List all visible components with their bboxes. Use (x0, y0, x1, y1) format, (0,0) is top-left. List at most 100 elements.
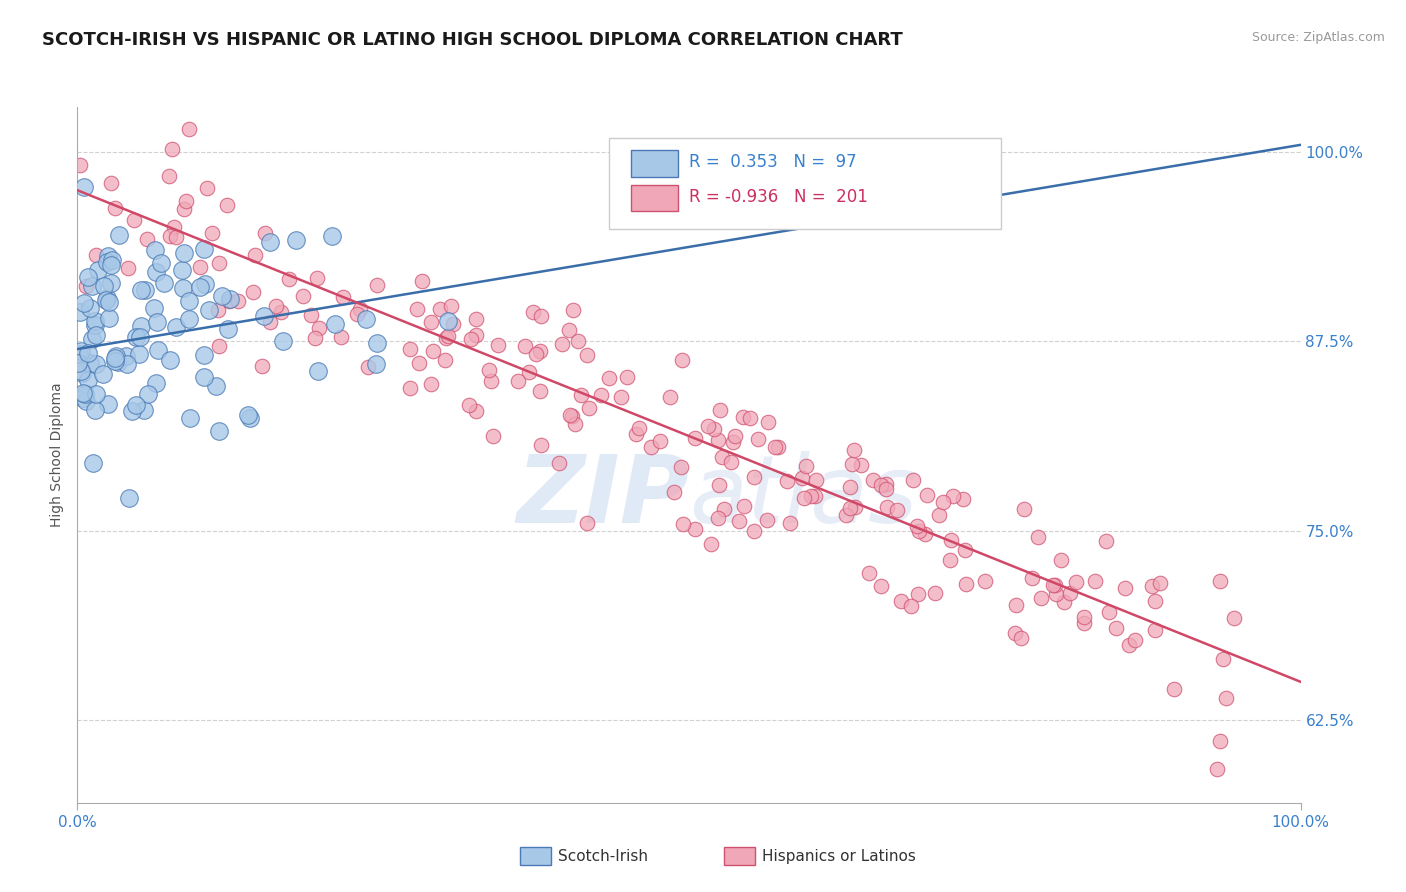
Point (460, 332, 482, 346)
Point (707, 433, 730, 447)
Point (146, 315, 169, 329)
Point (738, 410, 761, 425)
Point (91, 367, 114, 381)
Point (683, 522, 706, 536)
Point (77, 374, 100, 388)
Point (208, 425, 231, 439)
Point (522, 304, 544, 318)
Point (69, 305, 91, 319)
Point (685, 430, 707, 444)
Point (292, 288, 315, 302)
Point (195, 181, 218, 195)
Point (253, 226, 276, 240)
Point (1042, 578, 1064, 592)
Point (1029, 591, 1052, 605)
Point (165, 320, 187, 334)
Point (696, 419, 718, 434)
Point (100, 253, 122, 268)
Point (900, 599, 922, 614)
Point (80, 278, 103, 293)
Point (134, 403, 156, 417)
Point (366, 278, 388, 293)
Point (79, 301, 101, 315)
FancyBboxPatch shape (609, 138, 1001, 229)
Point (437, 314, 460, 328)
Point (578, 401, 600, 415)
Point (794, 458, 817, 473)
Point (721, 434, 744, 449)
Point (107, 355, 129, 369)
Point (876, 500, 898, 514)
Point (800, 489, 823, 503)
Point (841, 458, 863, 472)
Point (529, 384, 551, 399)
Point (172, 263, 194, 277)
Point (779, 516, 801, 530)
Point (194, 277, 217, 292)
Point (188, 280, 211, 294)
Point (115, 357, 138, 371)
Point (84, 328, 107, 343)
Point (419, 376, 441, 391)
Point (72, 367, 94, 381)
Text: SCOTCH-IRISH VS HISPANIC OR LATINO HIGH SCHOOL DIPLOMA CORRELATION CHART: SCOTCH-IRISH VS HISPANIC OR LATINO HIGH … (42, 31, 903, 49)
Point (226, 294, 249, 309)
Point (77, 270, 100, 285)
Point (1026, 530, 1049, 544)
Point (441, 317, 464, 331)
Point (890, 594, 912, 608)
Point (278, 272, 301, 286)
Point (143, 301, 166, 315)
Text: Hispanics or Latinos: Hispanics or Latinos (762, 849, 915, 863)
Point (434, 353, 457, 368)
Point (215, 198, 238, 212)
Point (236, 408, 259, 422)
Point (903, 473, 925, 487)
Point (616, 370, 638, 384)
Point (659, 390, 682, 404)
Text: R =  0.353   N =  97: R = 0.353 N = 97 (689, 153, 856, 171)
Point (73, 296, 96, 310)
Point (67, 347, 90, 361)
Point (561, 409, 583, 423)
Point (304, 331, 326, 345)
Point (190, 260, 212, 275)
Point (875, 476, 897, 491)
Point (72, 391, 94, 405)
Point (915, 488, 938, 502)
Point (1005, 598, 1028, 612)
Point (870, 579, 893, 593)
Point (128, 347, 150, 361)
Point (939, 533, 962, 547)
Point (245, 248, 267, 262)
Point (835, 508, 858, 522)
Point (1059, 586, 1081, 600)
Point (134, 283, 156, 297)
Point (121, 403, 143, 417)
Point (440, 299, 463, 313)
Point (259, 235, 281, 250)
Point (219, 292, 242, 306)
Point (218, 294, 240, 309)
Point (122, 213, 145, 227)
Point (242, 285, 264, 299)
Point (250, 359, 273, 373)
Point (100, 258, 122, 272)
Point (842, 442, 865, 457)
Point (93, 279, 115, 293)
Point (569, 388, 592, 402)
Point (610, 390, 633, 404)
Point (70, 344, 93, 359)
Point (165, 229, 187, 244)
Point (858, 566, 880, 580)
Point (727, 514, 749, 528)
Point (104, 353, 127, 368)
Point (558, 323, 581, 337)
Point (1144, 623, 1167, 637)
Y-axis label: High School Diploma: High School Diploma (51, 383, 65, 527)
Point (193, 242, 215, 256)
Point (513, 339, 536, 353)
Point (792, 471, 814, 485)
Point (73, 180, 96, 194)
Point (1064, 575, 1087, 590)
